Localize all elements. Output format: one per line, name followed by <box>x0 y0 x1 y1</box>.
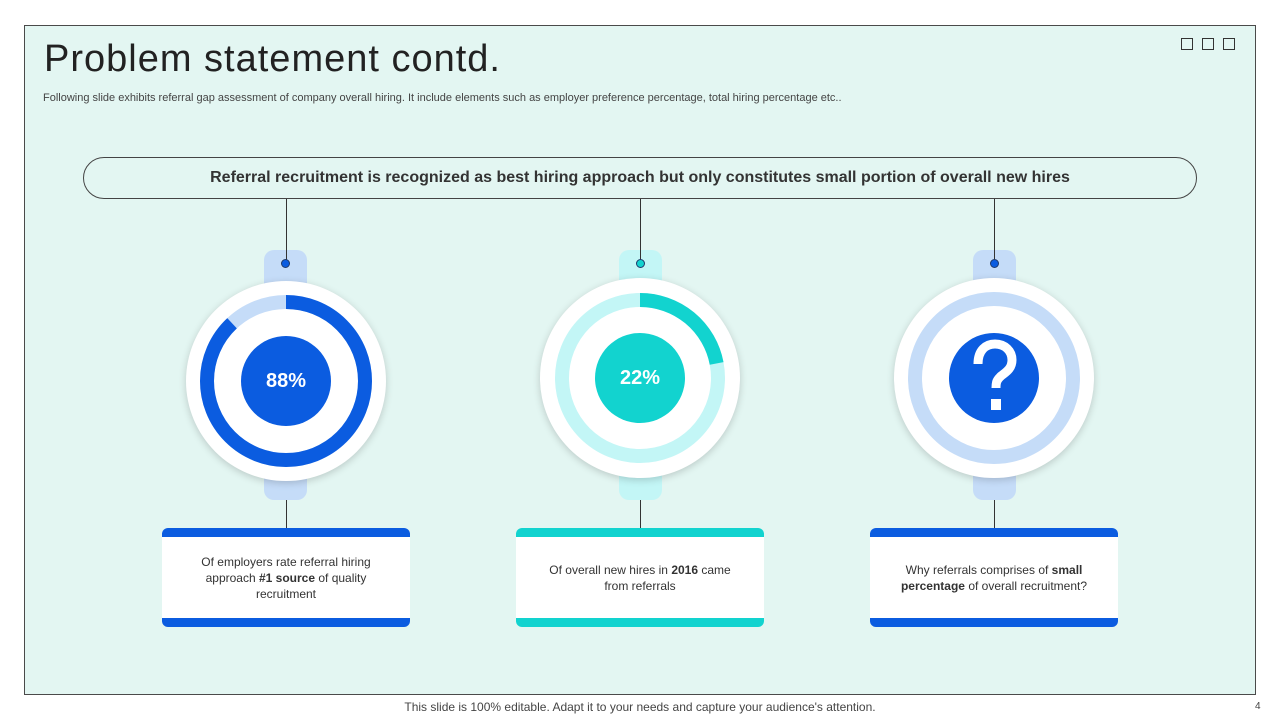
stat-value: 22% <box>619 366 661 389</box>
page-subtitle: Following slide exhibits referral gap as… <box>43 92 842 104</box>
headline-banner: Referral recruitment is recognized as be… <box>83 157 1197 199</box>
connector-line <box>286 500 287 528</box>
stat-card-1: Of employers rate referral hiring approa… <box>162 528 410 627</box>
stat-value: 88% <box>265 369 307 392</box>
stat-description: Why referrals comprises of small percent… <box>900 562 1088 593</box>
stat-description: Of overall new hires in 2016 came from r… <box>549 562 731 593</box>
connector-line <box>640 199 641 263</box>
connector-line <box>640 500 641 528</box>
stat-card-3: Why referrals comprises of small percent… <box>870 528 1118 627</box>
stat-ring-3 <box>894 278 1094 478</box>
stat-ring-1: 88% <box>186 281 386 481</box>
page-title: Problem statement contd. <box>44 38 501 80</box>
headline-text: Referral recruitment is recognized as be… <box>210 169 1070 186</box>
connector-line <box>994 199 995 263</box>
stat-card-2: Of overall new hires in 2016 came from r… <box>516 528 764 627</box>
window-controls <box>1181 38 1235 50</box>
square-icon <box>1202 38 1214 50</box>
connector-dot <box>990 259 999 268</box>
connector-dot <box>281 259 290 268</box>
footer-note: This slide is 100% editable. Adapt it to… <box>404 700 876 714</box>
question-mark-icon <box>973 339 1017 410</box>
connector-line <box>994 500 995 528</box>
stat-description: Of employers rate referral hiring approa… <box>201 554 371 601</box>
connector-line <box>286 199 287 263</box>
square-icon <box>1223 38 1235 50</box>
square-icon <box>1181 38 1193 50</box>
page-number: 4 <box>1255 701 1261 712</box>
stat-ring-2: 22% <box>540 278 740 478</box>
connector-dot <box>636 259 645 268</box>
